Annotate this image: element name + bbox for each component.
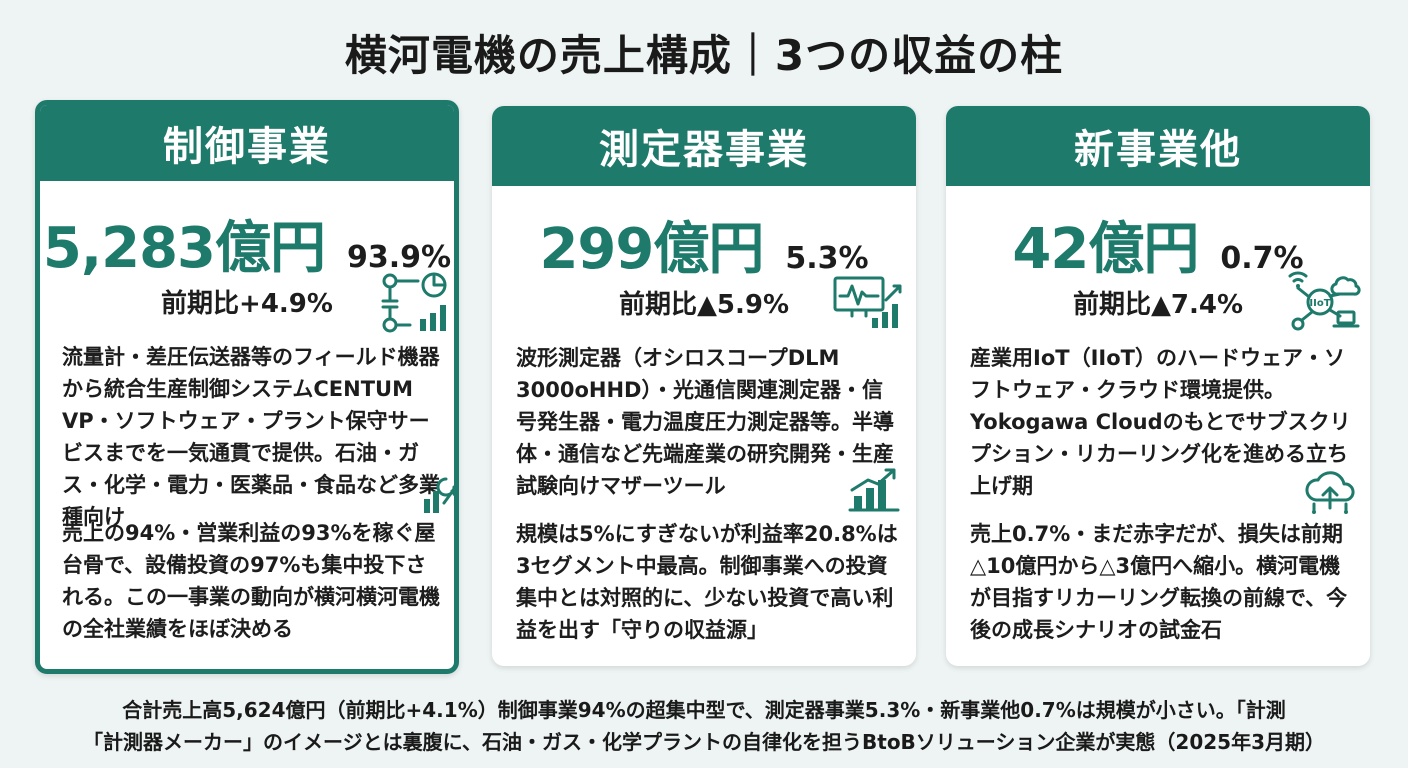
segment-growth: 前期比+4.9% xyxy=(161,289,333,319)
segment-stats: 5,283億円 93.9% xyxy=(40,203,454,284)
segment-share: 93.9% xyxy=(347,240,452,275)
segment-sales: 299億円 xyxy=(539,217,764,282)
waveform-monitor-icon xyxy=(833,276,902,328)
segment-card-new-business: 新事業他 42億円 0.7% 前期比▲7.4% IIoT 産業用IoT（IIoT）… xyxy=(946,106,1370,666)
segment-card-control: 制御事業 5,283億円 93.9% 前期比+4.9% 流量計・差圧伝送器等のフィ… xyxy=(35,100,459,674)
segment-sales: 5,283億円 xyxy=(42,216,326,281)
segment-description: 波形測定器（オシロスコープDLM 3000oHHD）・光通信関連測定器・信号発生… xyxy=(516,346,894,498)
footer-line-2: 「計測器メーカー」のイメージとは裏腹に、石油・ガス・化学プラントの自律化を担うB… xyxy=(83,730,1325,754)
segment-name: 新事業他 xyxy=(946,106,1370,186)
tools-icon xyxy=(424,477,454,513)
segment-growth: 前期比▲7.4% xyxy=(1072,290,1244,320)
iiot-icon-label: IIoT xyxy=(1309,298,1330,309)
summary-footer: 合計売上高5,624億円（前期比+4.1%）制御事業94%の超集中型で、測定器事… xyxy=(0,694,1408,758)
footer-line-1: 合計売上高5,624億円（前期比+4.1%）制御事業94%の超集中型で、測定器事… xyxy=(122,698,1286,722)
segment-name: 測定器事業 xyxy=(492,106,916,186)
segment-name: 制御事業 xyxy=(40,105,454,181)
iiot-network-icon: IIoT xyxy=(1288,271,1361,331)
segment-note: 売上の94%・営業利益の93%を稼ぐ屋台骨で、設備投資の97%も集中投下される。… xyxy=(62,521,440,641)
segment-description: 流量計・差圧伝送器等のフィールド機器から統合生産制御システムCENTUM VP・… xyxy=(62,345,440,529)
flow-diagram-icon xyxy=(381,272,447,333)
segment-growth: 前期比▲5.9% xyxy=(618,290,790,320)
segment-share: 0.7% xyxy=(1220,241,1304,276)
segment-stats: 299億円 5.3% xyxy=(492,204,916,285)
segment-stats: 42億円 0.7% xyxy=(946,204,1370,285)
segment-note: 規模は5%にすぎないが利益率20.8%は3セグメント中最高。制御事業への投資集中… xyxy=(516,522,898,642)
segment-share: 5.3% xyxy=(785,241,869,276)
growth-chart-icon xyxy=(848,468,900,512)
segment-description: 産業用IoT（IIoT）のハードウェア・ソフトウェア・クラウド環境提供。Yoko… xyxy=(970,346,1351,498)
segment-card-measurement: 測定器事業 299億円 5.3% 前期比▲5.9% 波形測定器（オシロスコープDL… xyxy=(492,106,916,666)
page-title: 横河電機の売上構成｜3つの収益の柱 xyxy=(344,31,1064,80)
segment-note: 売上0.7%・まだ赤字だが、損失は前期△10億円から△3億円へ縮小。横河電機が目… xyxy=(970,522,1348,642)
cloud-upload-icon xyxy=(1305,471,1355,514)
segment-sales: 42億円 xyxy=(1012,217,1199,282)
